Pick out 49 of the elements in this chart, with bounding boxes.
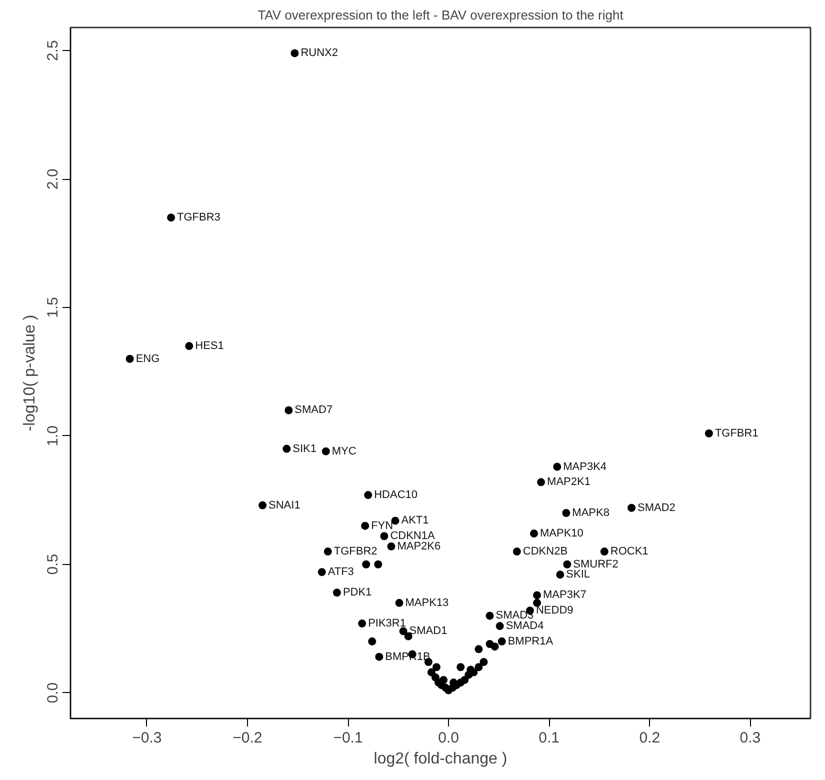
y-tick-label: 2.0 <box>44 168 62 190</box>
x-tick-label: 0.3 <box>740 730 761 746</box>
y-tick-label: 0.5 <box>44 554 62 575</box>
annotation: MAPK10 <box>540 528 584 540</box>
annotation: TGFBR1 <box>714 427 758 440</box>
annotation: MAP3K4 <box>563 460 607 473</box>
annotation: NEDD9 <box>536 604 574 617</box>
x-tick-label: −0.2 <box>232 730 262 746</box>
annotation: SMAD2 <box>638 502 676 514</box>
annotation: HES1 <box>195 340 224 352</box>
annotation: MAP3K7 <box>543 589 586 602</box>
x-tick-label: 0.0 <box>438 730 459 746</box>
annotation: SMAD4 <box>506 620 544 632</box>
x-tick-label: −0.3 <box>132 730 162 746</box>
annotation: ENG <box>136 352 160 365</box>
annotation: FYN <box>371 520 394 532</box>
annotation: ROCK1 <box>610 546 648 558</box>
annotation: MYC <box>332 445 356 458</box>
y-tick-label: 0.0 <box>44 682 62 704</box>
y-tick-label: 2.5 <box>44 40 62 62</box>
y-tick-label: 1.0 <box>44 426 62 446</box>
annotation: SNAI1 <box>268 499 300 512</box>
annotation: BMPR1A <box>508 635 554 648</box>
y-tick-label: 1.5 <box>44 297 62 318</box>
annotation: CDKN2B <box>522 546 568 558</box>
annotation: SKIL <box>566 568 590 581</box>
annotation: MAPK13 <box>405 596 449 609</box>
x-tick-label: 0.1 <box>538 730 560 746</box>
annotation: TGFBR3 <box>177 212 220 224</box>
annotation: SMURF2 <box>573 558 618 570</box>
annotation: MAPK8 <box>572 507 610 519</box>
annotation: SMAD1 <box>409 625 448 638</box>
x-tick-label: −0.1 <box>333 730 363 746</box>
chart-title: TAV overexpression to the left - BAV overexpression to the right <box>258 8 624 22</box>
x-tick-label: 0.2 <box>639 730 660 746</box>
annotation: PDK1 <box>342 586 372 599</box>
x-axis-title: log2( fold-change ) <box>374 750 508 768</box>
annotation: TGFBR2 <box>334 546 378 558</box>
annotation: MAP2K1 <box>547 476 590 488</box>
annotation: CDKN1A <box>390 530 436 542</box>
annotation: AKT1 <box>401 514 429 527</box>
annotation: MAP2K6 <box>397 540 441 552</box>
annotation: PIK3R1 <box>368 617 406 630</box>
annotation: HDAC10 <box>374 489 418 502</box>
annotation: ATF3 <box>328 566 354 578</box>
y-axis-title: -log10( p-value ) <box>22 314 38 432</box>
annotation: RUNX2 <box>300 47 338 60</box>
annotation: SIK1 <box>292 442 317 455</box>
annotation: SMAD7 <box>294 404 333 416</box>
